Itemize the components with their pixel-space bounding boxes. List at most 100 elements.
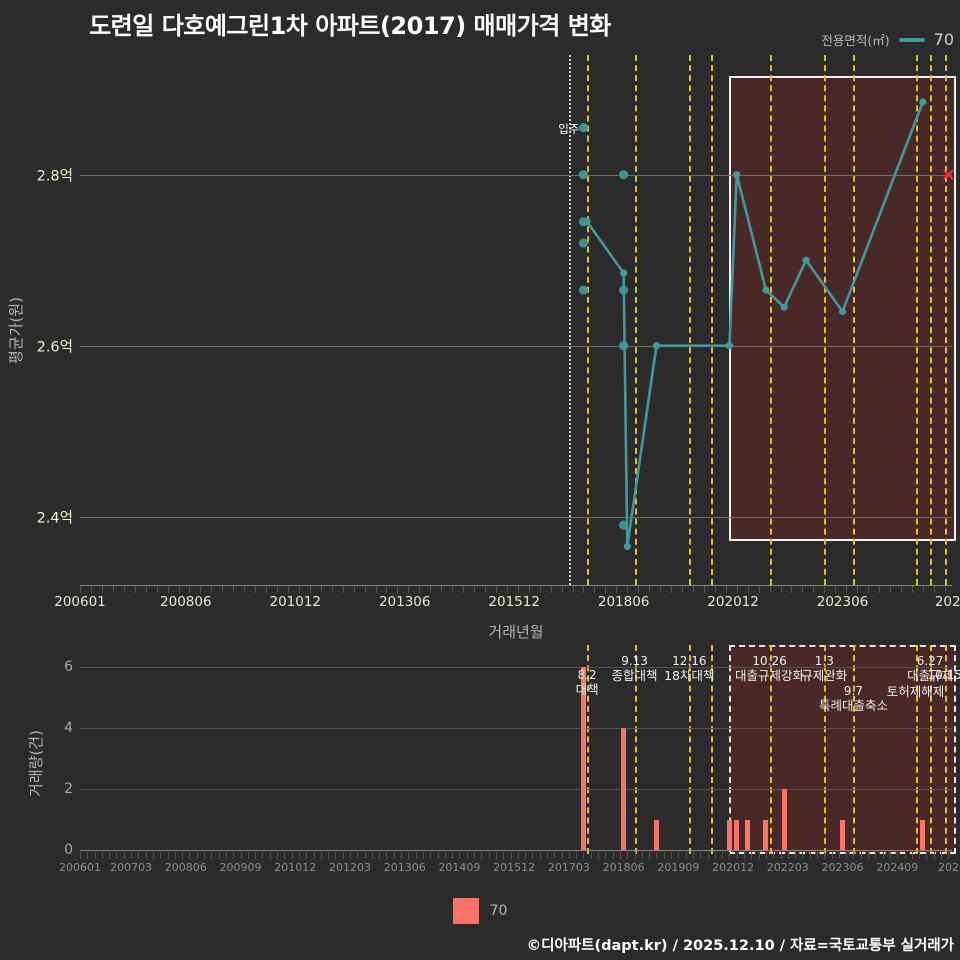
- policy-annotation: 1.3 규제완화: [801, 654, 848, 683]
- volume-x-tick: 201806: [602, 861, 645, 874]
- volume-x-tick: 201012: [274, 861, 317, 874]
- policy-annotation-date: 6.27: [916, 654, 944, 668]
- volume-bar: [726, 819, 732, 850]
- volume-x-tick: 200806: [164, 861, 207, 874]
- price-scatter-point: [578, 123, 589, 133]
- volume-bar: [653, 819, 659, 850]
- volume-bar: [920, 819, 926, 850]
- legend-series-value: 70: [933, 30, 954, 49]
- volume-x-tick: 202306: [821, 861, 864, 874]
- price-data-point: [802, 256, 810, 264]
- policy-event-line: [915, 55, 918, 585]
- volume-x-tick: 200909: [219, 861, 262, 874]
- policy-annotation: 9.13 종합대책: [611, 654, 658, 683]
- policy-event-line: [853, 645, 856, 854]
- volume-tick-rail: [80, 852, 952, 861]
- legend-bottom: 70: [0, 898, 960, 924]
- price-x-tick: 201306: [378, 594, 431, 610]
- volume-bar: [781, 789, 787, 850]
- price-gridline: [80, 345, 952, 347]
- policy-event-line: [853, 55, 856, 585]
- policy-annotation: 10.15: [927, 668, 960, 683]
- legend-area-label: 전용면적(㎡): [821, 33, 890, 48]
- page-title: 도련일 다호예그린1차 아파트(2017) 매매가격 변화: [89, 12, 611, 40]
- volume-gridline: [80, 728, 952, 730]
- price-data-point: [919, 98, 927, 106]
- volume-gridline: [80, 789, 952, 791]
- volume-y-tick: 4: [64, 720, 73, 737]
- policy-annotation: 8.2 대책: [576, 668, 599, 697]
- price-data-point: [725, 342, 734, 350]
- volume-x-tick: 201306: [383, 861, 426, 874]
- volume-x-tick: 201512: [493, 861, 536, 874]
- volume-gridline: [80, 667, 952, 669]
- volume-bar: [840, 819, 846, 850]
- price-gridline: [80, 516, 952, 518]
- price-data-point: [733, 171, 741, 179]
- movein-line: [568, 55, 571, 585]
- volume-x-tick: 201909: [657, 861, 700, 874]
- volume-y-axis-label: 거래량(건): [26, 729, 45, 797]
- policy-annotation-date: 8.2: [577, 668, 597, 682]
- price-last-marker-x: [943, 169, 954, 180]
- policy-event-line: [711, 645, 714, 854]
- policy-annotation: 12.16 18차대책: [664, 654, 714, 683]
- policy-annotation-date: 9.13: [621, 654, 648, 668]
- volume-highlight-region: [729, 645, 956, 854]
- policy-annotation-name: 규제완화: [801, 667, 848, 683]
- footer-credit: ©디아파트(dapt.kr) / 2025.12.10 / 자료=국토교통부 실…: [526, 938, 954, 954]
- price-data-point: [838, 307, 847, 316]
- policy-annotation: 9.7 특례대출축소: [818, 684, 888, 713]
- price-y-axis-label: 평균가(원): [6, 297, 25, 364]
- policy-event-line: [689, 645, 692, 854]
- volume-x-tick: 202409: [876, 861, 919, 874]
- policy-annotation: 6.27 대출규제: [907, 654, 954, 683]
- price-x-tick: 201806: [597, 594, 650, 610]
- volume-y-tick: 2: [64, 781, 73, 798]
- policy-annotation-date: 10.26: [752, 654, 787, 668]
- price-data-point: [652, 342, 661, 350]
- legend-bar-swatch: [452, 898, 479, 924]
- price-x-tick: 202012: [707, 594, 759, 610]
- price-data-point: [780, 303, 788, 311]
- price-scatter-point: [619, 520, 629, 530]
- volume-x-tick: 201203: [328, 861, 371, 874]
- policy-annotation-name: 대출규제: [907, 667, 954, 683]
- price-x-tick: 200806: [160, 594, 212, 610]
- policy-event-line: [930, 55, 933, 585]
- legend-bar-label: 70: [489, 903, 508, 919]
- policy-annotation-name: 토허제해제: [886, 684, 945, 699]
- policy-annotation-name: 특례대출축소: [818, 697, 888, 713]
- price-chart-panel: 평균가(원) 거래년월 입주 2.8억 2.6억 2.4억 200601 200806 20…: [7, 55, 960, 641]
- price-y-tick: 2.6억: [36, 339, 73, 356]
- policy-event-line: [769, 645, 772, 854]
- price-scatter-point: [578, 217, 589, 227]
- policy-event-line: [711, 55, 714, 585]
- policy-event-line: [587, 55, 590, 585]
- policy-event-line: [769, 55, 772, 585]
- policy-event-line: [824, 55, 827, 585]
- legend-top: 전용면적(㎡) 70: [821, 30, 954, 49]
- price-scatter-point: [619, 170, 629, 180]
- price-scatter-point: [578, 170, 589, 180]
- price-scatter-point: [619, 285, 629, 295]
- price-data-point: [620, 269, 628, 277]
- price-x-axis-label: 거래년월: [488, 623, 544, 641]
- policy-event-line: [915, 645, 918, 854]
- policy-event-line: [634, 55, 637, 585]
- policy-annotation-name: 종합대책: [611, 667, 658, 683]
- policy-annotation-date: 9.7: [843, 684, 864, 698]
- volume-bar: [745, 819, 751, 850]
- volume-y-tick: 0: [64, 842, 73, 858]
- policy-event-line: [944, 645, 947, 854]
- policy-annotation-date: 12.16: [672, 654, 707, 668]
- price-x-tick: 200601: [54, 594, 106, 610]
- volume-x-tick: 201409: [438, 861, 481, 874]
- price-line-series: [578, 98, 954, 551]
- volume-x-tick: 200703: [110, 861, 153, 874]
- price-gridline: [80, 174, 952, 176]
- price-data-point: [762, 286, 770, 294]
- policy-annotation-date: 10.15: [927, 668, 960, 682]
- volume-bar: [763, 819, 769, 850]
- price-y-tick: 2.8억: [36, 168, 73, 185]
